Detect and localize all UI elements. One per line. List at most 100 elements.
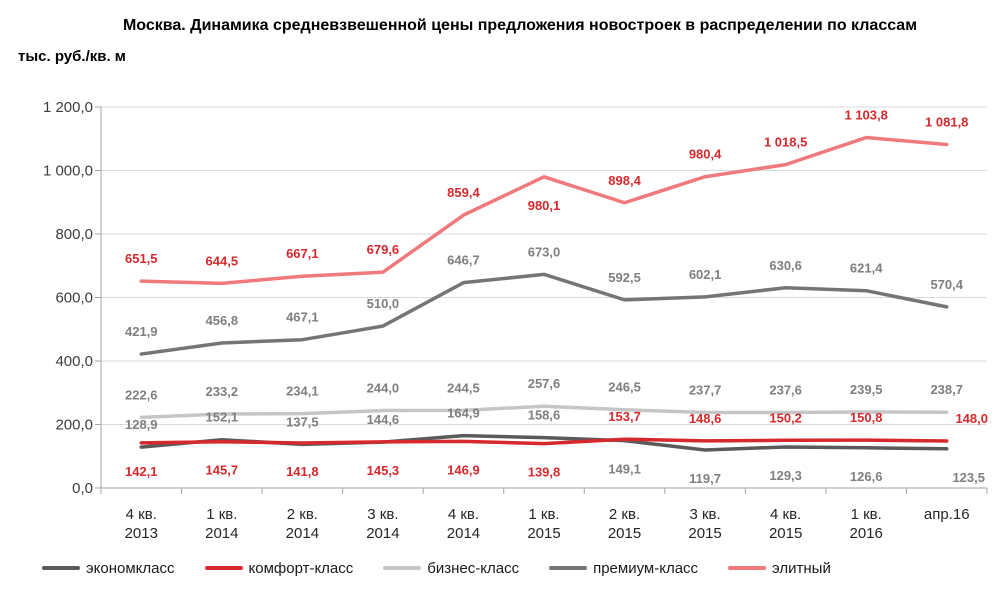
data-label: 119,7 [689, 471, 721, 486]
data-label: 146,9 [447, 462, 480, 477]
legend-label-premium-klass: премиум-класс [593, 559, 699, 577]
legend-swatch-premium-klass [549, 566, 588, 570]
x-category-label: 4 кв. 2013 [125, 506, 158, 542]
data-label: 128,9 [125, 417, 158, 432]
gridlines [101, 106, 987, 425]
x-category-label: 1 кв. 2014 [205, 506, 238, 542]
data-label: 679,6 [367, 242, 400, 257]
data-label: 149,1 [608, 462, 641, 477]
legend-item-elitny: элитный [728, 560, 831, 577]
legend-swatch-komfort-klass [204, 566, 243, 570]
legend-swatch-ekonomklass [42, 566, 80, 570]
data-label: 139,8 [528, 465, 561, 480]
data-label: 651,5 [125, 251, 158, 266]
data-label: 142,1 [125, 464, 158, 479]
data-label: 148,6 [689, 411, 722, 426]
data-label: 1 081,8 [925, 115, 968, 130]
data-labels-komfort-klass: 142,1 145,7 141,8 145,3 146,9 139,8 153,7 148,6… [125, 409, 988, 479]
data-label: 980,4 [689, 147, 722, 162]
series-line-elitny [139, 135, 949, 286]
y-tick-label: 1 200,0 [43, 99, 93, 116]
legend-item-premium-klass: премиум-класс [549, 560, 698, 577]
data-label: 237,6 [769, 383, 802, 398]
data-label: 244,5 [447, 380, 480, 395]
data-label: 233,2 [206, 384, 239, 399]
legend-swatch-elitny [728, 566, 767, 570]
legend-item-biznes-klass: бизнес-класс [383, 560, 519, 577]
data-label: 621,4 [850, 261, 883, 276]
legend-item-ekonomklass: экономкласс [42, 560, 175, 577]
data-label: 164,9 [447, 406, 480, 421]
data-labels-biznes-klass: 222,6 233,2 234,1 244,0 244,5 257,6 246,5 237,7… [125, 376, 963, 402]
data-label: 222,6 [125, 387, 158, 402]
data-label: 592,5 [608, 270, 641, 285]
data-label: 244,0 [367, 381, 400, 396]
y-tick-label: 600,0 [55, 290, 93, 307]
x-category-label: 4 кв. 2014 [447, 506, 480, 542]
x-category-label: 3 кв. 2014 [366, 506, 399, 542]
x-category-label: 1 кв. 2016 [849, 506, 882, 542]
data-label: 158,6 [528, 408, 561, 423]
x-category-label: апр.16 [924, 506, 970, 523]
y-axis-labels: 1 200,0 1 000,0 800,0 600,0 400,0 200,0 0,0 [43, 99, 93, 497]
legend-label-komfort-klass: комфорт-класс [248, 559, 354, 577]
y-axis-unit-label: тыс. руб./кв. м [18, 48, 126, 65]
legend-item-komfort-klass: комфорт-класс [204, 559, 354, 577]
data-label: 898,4 [608, 173, 641, 188]
x-category-label: 3 кв. 2015 [688, 506, 721, 542]
data-label: 239,5 [850, 382, 883, 397]
data-label: 237,7 [689, 383, 722, 398]
data-label: 467,1 [286, 310, 319, 325]
axes [95, 106, 988, 494]
data-label: 234,1 [286, 384, 319, 399]
x-category-label: 4 кв. 2015 [769, 506, 802, 542]
data-label: 980,1 [528, 198, 561, 213]
data-label: 602,1 [689, 267, 722, 282]
data-label: 644,5 [206, 253, 239, 268]
data-label: 238,7 [930, 382, 963, 397]
data-label: 137,5 [286, 414, 319, 429]
data-label: 145,3 [367, 463, 400, 478]
chart-title: Москва. Динамика средневзвешенной цены п… [122, 17, 918, 34]
data-label: 123,5 [952, 470, 985, 485]
data-label: 510,0 [367, 296, 400, 311]
data-label: 570,4 [930, 277, 963, 292]
legend-swatch-biznes-klass [383, 566, 422, 570]
legend-label-biznes-klass: бизнес-класс [427, 559, 520, 577]
x-category-label: 2 кв. 2015 [608, 506, 641, 542]
data-label: 646,7 [447, 253, 480, 268]
series-line-biznes-klass [139, 404, 949, 420]
data-label: 859,4 [447, 185, 480, 200]
x-category-label: 2 кв. 2014 [286, 506, 319, 542]
data-label: 246,5 [608, 380, 641, 395]
y-tick-label: 800,0 [55, 226, 93, 243]
data-label: 152,1 [206, 410, 239, 425]
legend-label-ekonomklass: экономкласс [86, 559, 175, 577]
data-labels-elitny: 651,5 644,5 667,1 679,6 859,4 980,1 898,4 980,4… [125, 108, 968, 269]
data-label: 129,3 [769, 468, 802, 483]
y-tick-label: 1 000,0 [43, 163, 93, 180]
data-label: 150,8 [850, 410, 883, 425]
data-label: 150,2 [769, 410, 802, 425]
data-label: 144,6 [367, 412, 400, 427]
data-label: 456,8 [206, 313, 239, 328]
series-line-premium-klass [139, 272, 949, 356]
x-axis-labels: 4 кв. 2013 1 кв. 2014 2 кв. 2014 3 кв. 2014 4 кв… [125, 506, 970, 542]
y-tick-label: 0,0 [72, 480, 93, 497]
data-labels-ekonomklass: 128,9 152,1 137,5 144,6 164,9 158,6 149,1 119,7… [125, 406, 985, 486]
data-label: 126,6 [850, 469, 883, 484]
data-label: 153,7 [608, 409, 641, 424]
data-label: 148,0 [955, 411, 988, 426]
data-label: 145,7 [206, 463, 239, 478]
data-label: 673,0 [528, 244, 561, 259]
data-label: 421,9 [125, 324, 158, 339]
y-tick-label: 400,0 [55, 353, 93, 370]
data-labels-premium-klass: 421,9 456,8 467,1 510,0 646,7 673,0 592,5 602,1… [125, 244, 964, 339]
legend: экономкласс комфорт-класс бизнес-класс прем… [42, 555, 962, 581]
data-label: 630,6 [769, 258, 802, 273]
data-label: 1 018,5 [764, 135, 807, 150]
data-label: 257,6 [528, 376, 561, 391]
legend-label-elitny: элитный [772, 559, 831, 577]
